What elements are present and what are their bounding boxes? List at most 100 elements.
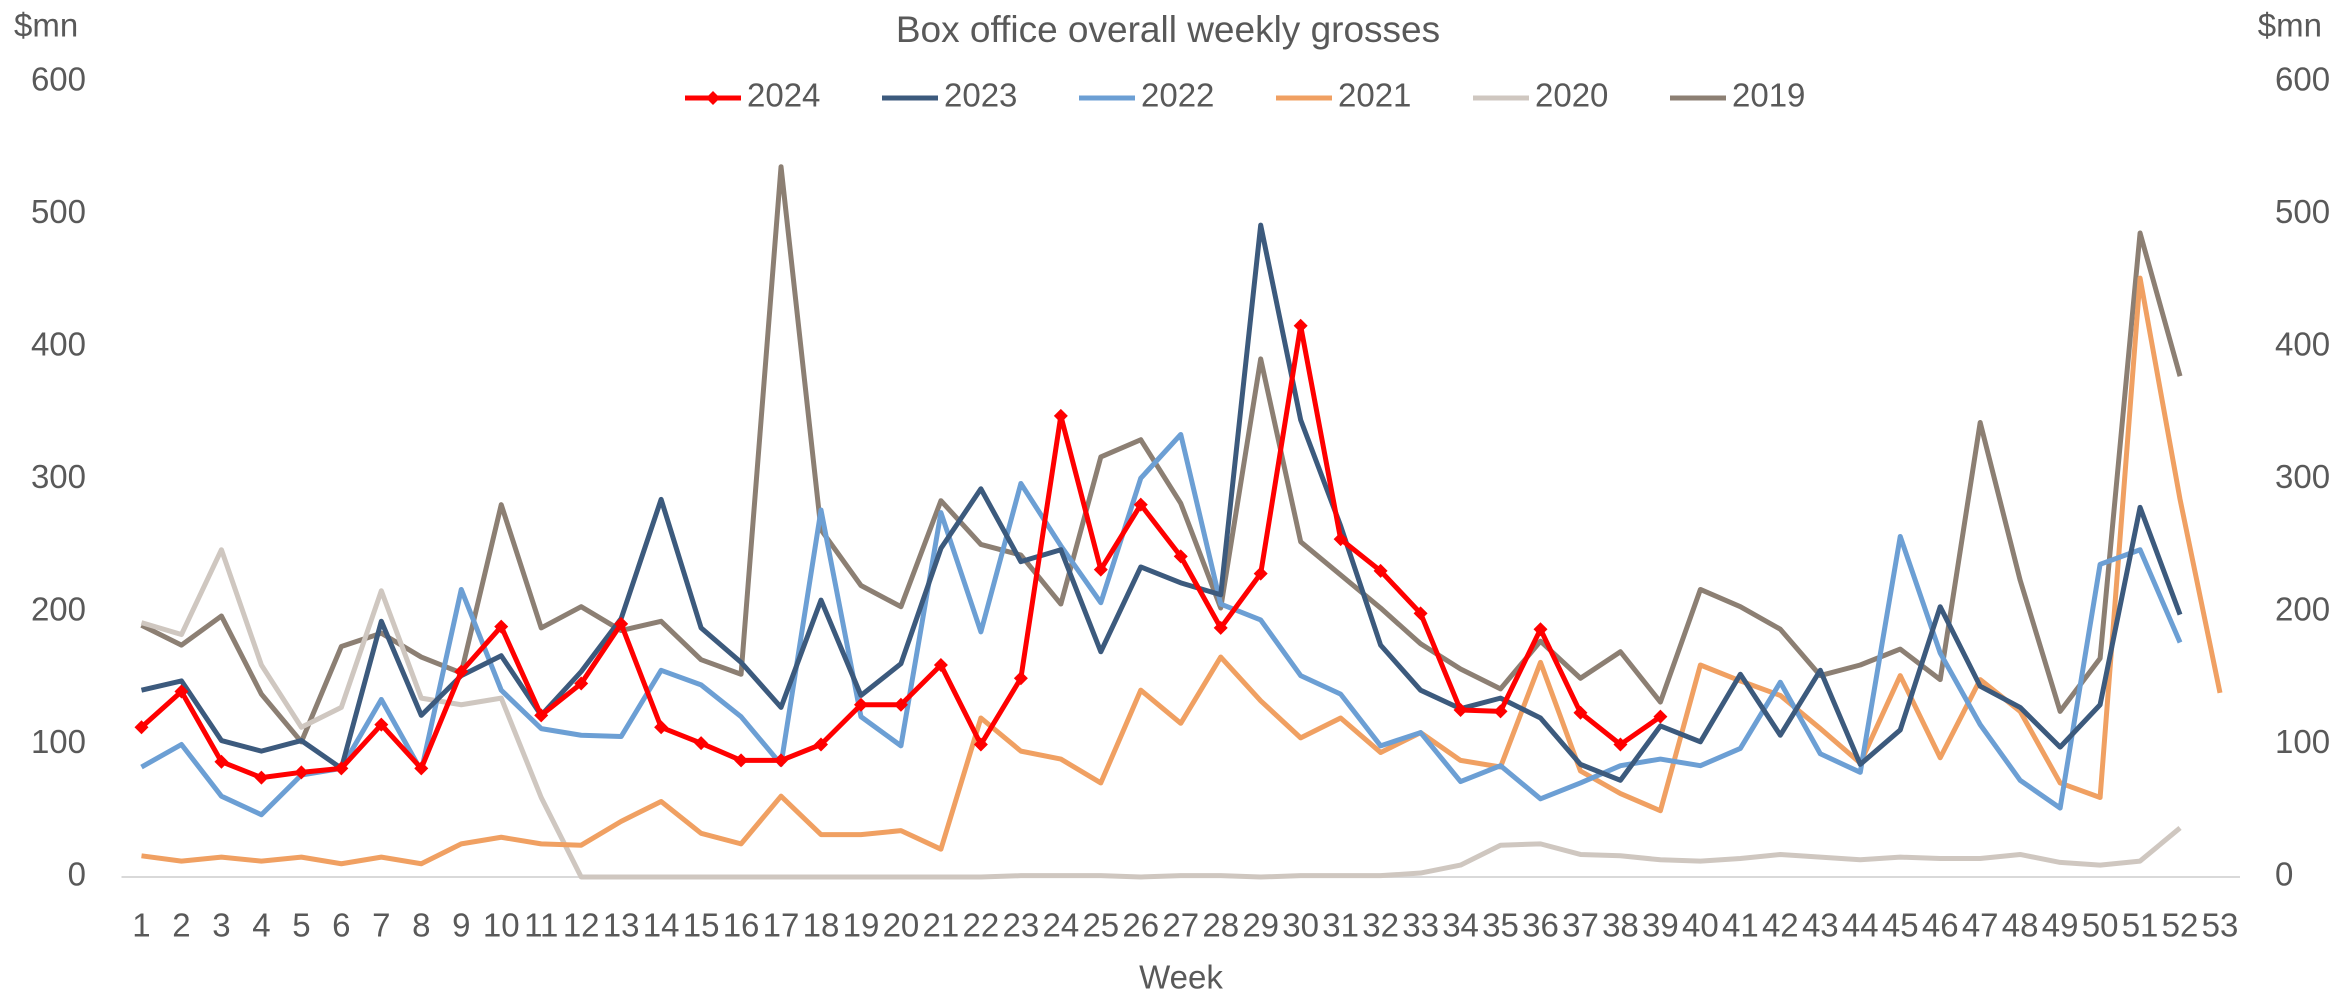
x-tick-label: 34 xyxy=(1442,907,1479,944)
series-line xyxy=(140,431,2183,818)
point-marker xyxy=(1493,704,1508,719)
x-tick-label: 43 xyxy=(1802,907,1839,944)
x-tick-label: 39 xyxy=(1642,907,1679,944)
point-marker xyxy=(1053,408,1068,423)
point-marker xyxy=(174,684,189,699)
x-tick-label: 36 xyxy=(1522,907,1559,944)
legend-label: 2023 xyxy=(944,77,1017,114)
point-marker xyxy=(1133,497,1148,512)
x-tick-label: 4 xyxy=(252,907,270,944)
legend-label: 2019 xyxy=(1732,77,1805,114)
point-marker xyxy=(1573,705,1588,720)
y2-tick-label: 600 xyxy=(2275,61,2330,98)
series-line xyxy=(140,164,2183,745)
x-tick-label: 42 xyxy=(1762,907,1799,944)
point-marker xyxy=(614,616,629,631)
x-tick-label: 16 xyxy=(723,907,760,944)
point-marker xyxy=(1213,620,1228,635)
x-tick-label: 28 xyxy=(1202,907,1239,944)
y2-tick-label: 0 xyxy=(2275,856,2293,893)
y-tick-label: 200 xyxy=(31,591,86,628)
x-tick-label: 26 xyxy=(1122,907,1159,944)
y2-tick-label: 100 xyxy=(2275,723,2330,760)
x-tick-label: 12 xyxy=(563,907,600,944)
legend-label: 2021 xyxy=(1338,77,1411,114)
point-marker xyxy=(1533,622,1548,637)
y2-tick-label: 500 xyxy=(2275,193,2330,230)
x-tick-label: 50 xyxy=(2082,907,2119,944)
x-tick-label: 38 xyxy=(1602,907,1639,944)
point-marker xyxy=(574,676,589,691)
x-tick-label: 13 xyxy=(603,907,640,944)
y-tick-label: 0 xyxy=(68,856,86,893)
point-marker xyxy=(374,717,389,732)
x-tick-label: 1 xyxy=(132,907,150,944)
y-tick-label: 300 xyxy=(31,458,86,495)
x-tick-label: 20 xyxy=(883,907,920,944)
x-tick-label: 51 xyxy=(2122,907,2159,944)
point-marker xyxy=(1293,318,1308,333)
chart-title: Box office overall weekly grosses xyxy=(896,9,1440,50)
x-tick-label: 15 xyxy=(683,907,720,944)
x-tick-label: 17 xyxy=(763,907,800,944)
point-marker xyxy=(454,664,469,679)
point-marker xyxy=(214,754,229,769)
x-tick-label: 31 xyxy=(1322,907,1359,944)
point-marker xyxy=(933,658,948,672)
point-marker xyxy=(414,761,429,776)
y-tick-label: 400 xyxy=(31,326,86,363)
point-marker xyxy=(1253,566,1268,581)
point-marker xyxy=(254,770,269,785)
x-tick-label: 30 xyxy=(1282,907,1319,944)
x-tick-label: 45 xyxy=(1882,907,1919,944)
legend-label: 2022 xyxy=(1141,77,1214,114)
x-tick-label: 35 xyxy=(1482,907,1519,944)
point-marker xyxy=(1333,532,1348,547)
y2-tick-label: 200 xyxy=(2275,591,2330,628)
point-marker xyxy=(1653,709,1668,724)
series-line xyxy=(140,547,2182,880)
x-tick-label: 32 xyxy=(1362,907,1399,944)
x-tick-label: 5 xyxy=(292,907,310,944)
x-tick-label: 41 xyxy=(1722,907,1759,944)
x-tick-label: 48 xyxy=(2002,907,2039,944)
point-marker xyxy=(973,737,988,752)
point-marker xyxy=(534,708,549,723)
point-marker xyxy=(734,753,749,768)
point-marker xyxy=(294,765,309,780)
x-tick-label: 8 xyxy=(412,907,430,944)
x-tick-label: 46 xyxy=(1922,907,1959,944)
x-tick-label: 10 xyxy=(483,907,520,944)
x-tick-label: 23 xyxy=(1003,907,1040,944)
x-tick-label: 3 xyxy=(212,907,230,944)
series-line xyxy=(140,222,2183,783)
x-tick-label: 22 xyxy=(963,907,1000,944)
x-tick-label: 6 xyxy=(332,907,350,944)
point-marker xyxy=(694,736,709,751)
x-tick-label: 29 xyxy=(1242,907,1279,944)
x-axis-label: Week xyxy=(1139,959,1223,996)
series-line xyxy=(141,275,2223,867)
x-tick-label: 53 xyxy=(2202,907,2239,944)
x-tick-label: 7 xyxy=(372,907,390,944)
x-tick-label: 37 xyxy=(1562,907,1599,944)
x-tick-label: 24 xyxy=(1042,907,1079,944)
x-tick-label: 40 xyxy=(1682,907,1719,944)
point-marker xyxy=(853,697,868,712)
x-tick-label: 11 xyxy=(524,907,558,944)
x-tick-label: 27 xyxy=(1162,907,1199,944)
point-marker xyxy=(134,720,149,735)
y-tick-label: 500 xyxy=(31,193,86,230)
point-marker xyxy=(1173,549,1188,564)
x-tick-label: 19 xyxy=(843,907,880,944)
point-marker xyxy=(1413,606,1428,621)
y2-tick-label: 400 xyxy=(2275,326,2330,363)
y-axis-label: $mn xyxy=(14,7,78,44)
point-marker xyxy=(334,761,349,776)
point-marker xyxy=(654,720,669,735)
x-tick-label: 9 xyxy=(452,907,470,944)
point-marker xyxy=(893,697,908,712)
point-marker xyxy=(1093,562,1108,577)
x-tick-label: 33 xyxy=(1402,907,1439,944)
